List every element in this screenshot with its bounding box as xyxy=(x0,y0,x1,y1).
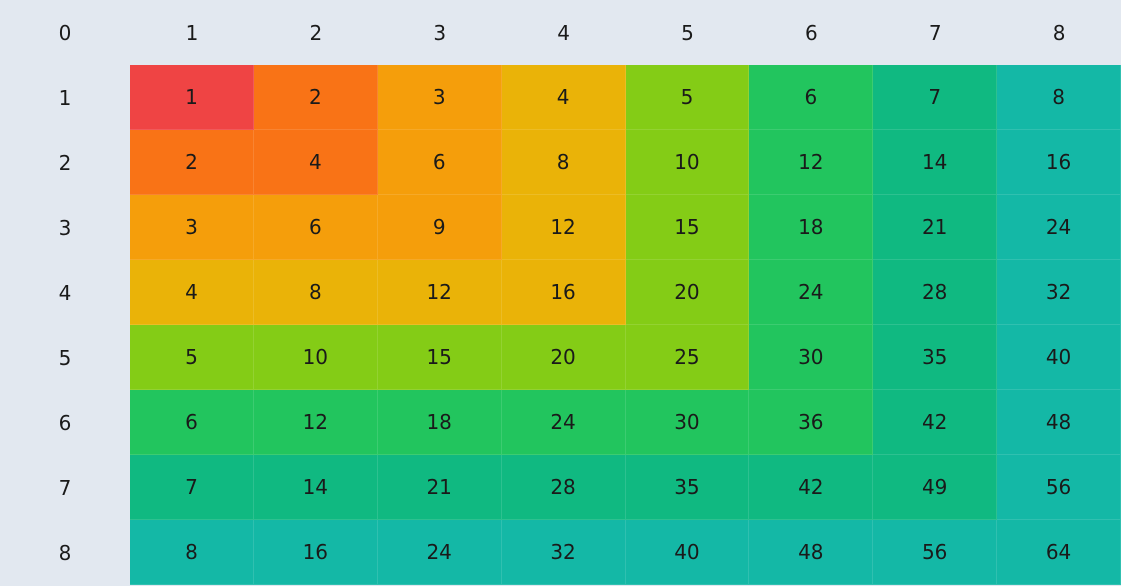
row-header: 8 xyxy=(0,520,130,585)
row-header: 5 xyxy=(0,325,130,390)
product-cell: 8 xyxy=(997,65,1121,130)
product-cell: 24 xyxy=(749,260,874,325)
product-cell: 6 xyxy=(749,65,874,130)
row-header: 2 xyxy=(0,130,130,195)
row-header: 3 xyxy=(0,195,130,260)
product-cell: 4 xyxy=(253,130,378,195)
product-cell: 16 xyxy=(501,260,626,325)
product-cell: 10 xyxy=(253,325,378,390)
product-cell: 56 xyxy=(997,455,1121,520)
product-cell: 6 xyxy=(253,195,378,260)
row-header: 6 xyxy=(0,390,130,455)
product-cell: 16 xyxy=(997,130,1121,195)
column-header: 8 xyxy=(997,0,1121,65)
product-cell: 30 xyxy=(749,325,874,390)
product-cell: 49 xyxy=(873,455,998,520)
product-cell: 8 xyxy=(253,260,378,325)
column-header: 7 xyxy=(873,0,998,65)
product-cell: 18 xyxy=(749,195,874,260)
product-cell: 6 xyxy=(130,390,254,455)
product-cell: 35 xyxy=(625,455,750,520)
product-cell: 18 xyxy=(377,390,502,455)
product-cell: 3 xyxy=(377,65,502,130)
row-header: 4 xyxy=(0,260,130,325)
product-cell: 28 xyxy=(501,455,626,520)
product-cell: 21 xyxy=(873,195,998,260)
product-cell: 12 xyxy=(749,130,874,195)
product-cell: 9 xyxy=(377,195,502,260)
row-header: 1 xyxy=(0,65,130,130)
product-cell: 24 xyxy=(501,390,626,455)
product-cell: 42 xyxy=(873,390,998,455)
product-cell: 5 xyxy=(625,65,750,130)
column-header: 5 xyxy=(625,0,750,65)
product-cell: 12 xyxy=(253,390,378,455)
product-cell: 15 xyxy=(625,195,750,260)
product-cell: 20 xyxy=(501,325,626,390)
product-cell: 56 xyxy=(873,520,998,585)
corner-header: 0 xyxy=(0,0,130,65)
product-cell: 35 xyxy=(873,325,998,390)
product-cell: 5 xyxy=(130,325,254,390)
product-cell: 12 xyxy=(377,260,502,325)
product-cell: 14 xyxy=(253,455,378,520)
product-cell: 64 xyxy=(997,520,1121,585)
product-cell: 32 xyxy=(997,260,1121,325)
product-cell: 30 xyxy=(625,390,750,455)
product-cell: 1 xyxy=(130,65,254,130)
product-cell: 2 xyxy=(253,65,378,130)
product-cell: 40 xyxy=(997,325,1121,390)
column-header: 6 xyxy=(749,0,874,65)
product-cell: 16 xyxy=(253,520,378,585)
product-cell: 7 xyxy=(130,455,254,520)
product-cell: 12 xyxy=(501,195,626,260)
product-cell: 6 xyxy=(377,130,502,195)
product-cell: 4 xyxy=(501,65,626,130)
product-cell: 42 xyxy=(749,455,874,520)
product-cell: 7 xyxy=(873,65,998,130)
column-header: 2 xyxy=(253,0,378,65)
product-cell: 14 xyxy=(873,130,998,195)
product-cell: 4 xyxy=(130,260,254,325)
product-cell: 20 xyxy=(625,260,750,325)
product-cell: 3 xyxy=(130,195,254,260)
column-header: 1 xyxy=(130,0,254,65)
product-cell: 8 xyxy=(130,520,254,585)
product-cell: 24 xyxy=(377,520,502,585)
product-cell: 24 xyxy=(997,195,1121,260)
product-cell: 48 xyxy=(997,390,1121,455)
product-cell: 48 xyxy=(749,520,874,585)
product-cell: 15 xyxy=(377,325,502,390)
product-cell: 21 xyxy=(377,455,502,520)
product-cell: 32 xyxy=(501,520,626,585)
product-cell: 10 xyxy=(625,130,750,195)
product-cell: 28 xyxy=(873,260,998,325)
product-cell: 2 xyxy=(130,130,254,195)
row-header: 7 xyxy=(0,455,130,520)
product-cell: 25 xyxy=(625,325,750,390)
product-cell: 36 xyxy=(749,390,874,455)
column-header: 3 xyxy=(377,0,502,65)
product-cell: 8 xyxy=(501,130,626,195)
product-cell: 40 xyxy=(625,520,750,585)
column-header: 4 xyxy=(501,0,626,65)
